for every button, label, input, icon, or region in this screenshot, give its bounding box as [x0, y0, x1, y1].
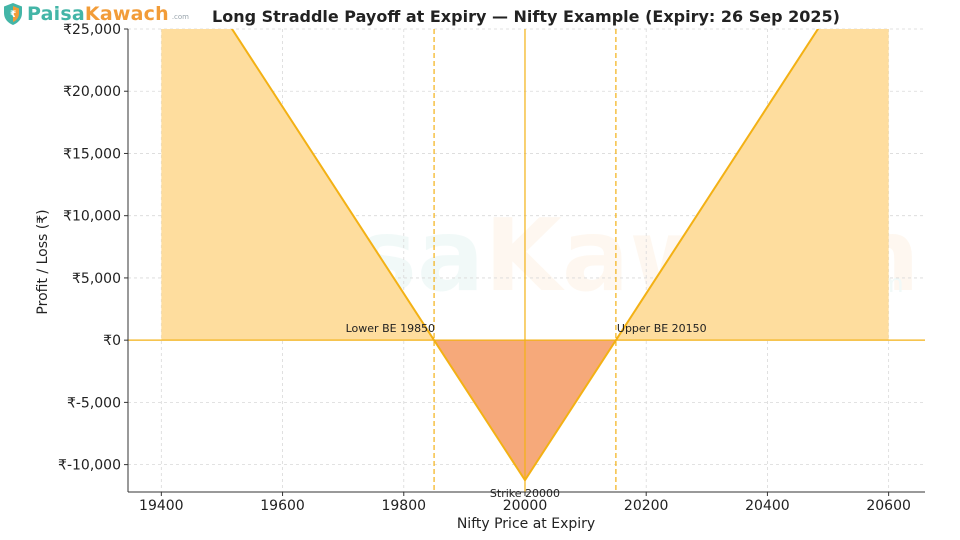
- annotations: Lower BE 19850 Upper BE 20150 Strike 20000: [346, 322, 707, 500]
- y-tick-label: ₹0: [103, 333, 121, 349]
- payoff-line: [230, 29, 820, 483]
- axes: [127, 29, 925, 493]
- brand-name-part2: Kawach: [84, 3, 169, 25]
- ticks: 19400 19600 19800 20000 20200 20400 20600 ₹-10,…: [58, 22, 911, 514]
- brand-name-part1: Paisa: [27, 3, 85, 25]
- x-axis-label: Nifty Price at Expiry: [457, 516, 595, 532]
- x-tick-label: 19400: [139, 498, 184, 514]
- brand-logo: ₹ PaisaKawach .com: [2, 2, 189, 26]
- x-tick-label: 20000: [503, 498, 548, 514]
- y-tick-label: ₹-10,000: [58, 458, 121, 474]
- y-tick-label: ₹-5,000: [67, 395, 121, 411]
- chart-title: Long Straddle Payoff at Expiry — Nifty E…: [212, 7, 840, 26]
- x-tick-label: 20400: [745, 498, 790, 514]
- annotation-upper-be: Upper BE 20150: [617, 322, 707, 335]
- y-tick-label: ₹20,000: [63, 84, 121, 100]
- y-tick-label: ₹5,000: [72, 271, 121, 287]
- annotation-lower-be: Lower BE 19850: [346, 322, 435, 335]
- x-tick-label: 20600: [866, 498, 911, 514]
- x-tick-label: 19800: [381, 498, 426, 514]
- x-tick-label: 19600: [260, 498, 305, 514]
- annotation-strike: Strike 20000: [490, 487, 560, 500]
- y-tick-label: ₹25,000: [63, 22, 121, 38]
- svg-text:₹: ₹: [10, 10, 16, 20]
- x-tick-label: 20200: [624, 498, 669, 514]
- profit-region-left: [161, 29, 435, 341]
- y-axis-label: Profit / Loss (₹): [35, 209, 51, 314]
- brand-domain: .com: [171, 13, 189, 21]
- brand-name: PaisaKawach: [27, 3, 169, 25]
- profit-region-right: [615, 29, 889, 341]
- y-tick-label: ₹10,000: [63, 209, 121, 225]
- shield-icon: ₹: [4, 3, 22, 25]
- y-tick-label: ₹15,000: [63, 146, 121, 162]
- reference-lines: [128, 29, 925, 492]
- payoff-line-group: [230, 29, 820, 483]
